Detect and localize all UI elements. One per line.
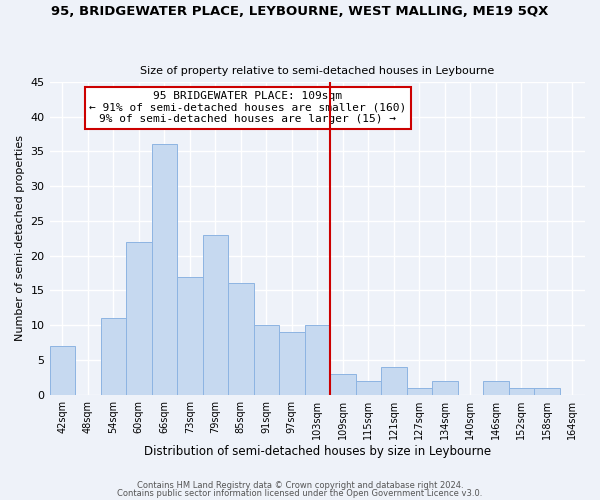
- Bar: [50, 346, 75, 395]
- Bar: [407, 388, 432, 394]
- X-axis label: Distribution of semi-detached houses by size in Leybourne: Distribution of semi-detached houses by …: [144, 444, 491, 458]
- Bar: [381, 367, 407, 394]
- Text: 95, BRIDGEWATER PLACE, LEYBOURNE, WEST MALLING, ME19 5QX: 95, BRIDGEWATER PLACE, LEYBOURNE, WEST M…: [52, 5, 548, 18]
- Bar: [330, 374, 356, 394]
- Bar: [203, 235, 228, 394]
- Bar: [228, 284, 254, 395]
- Bar: [279, 332, 305, 394]
- Bar: [126, 242, 152, 394]
- Y-axis label: Number of semi-detached properties: Number of semi-detached properties: [15, 136, 25, 342]
- Text: Contains HM Land Registry data © Crown copyright and database right 2024.: Contains HM Land Registry data © Crown c…: [137, 481, 463, 490]
- Bar: [152, 144, 177, 394]
- Bar: [254, 325, 279, 394]
- Bar: [534, 388, 560, 394]
- Title: Size of property relative to semi-detached houses in Leybourne: Size of property relative to semi-detach…: [140, 66, 494, 76]
- Bar: [356, 381, 381, 394]
- Bar: [101, 318, 126, 394]
- Text: Contains public sector information licensed under the Open Government Licence v3: Contains public sector information licen…: [118, 488, 482, 498]
- Bar: [483, 381, 509, 394]
- Text: 95 BRIDGEWATER PLACE: 109sqm
← 91% of semi-detached houses are smaller (160)
9% : 95 BRIDGEWATER PLACE: 109sqm ← 91% of se…: [89, 91, 406, 124]
- Bar: [177, 276, 203, 394]
- Bar: [305, 325, 330, 394]
- Bar: [432, 381, 458, 394]
- Bar: [509, 388, 534, 394]
